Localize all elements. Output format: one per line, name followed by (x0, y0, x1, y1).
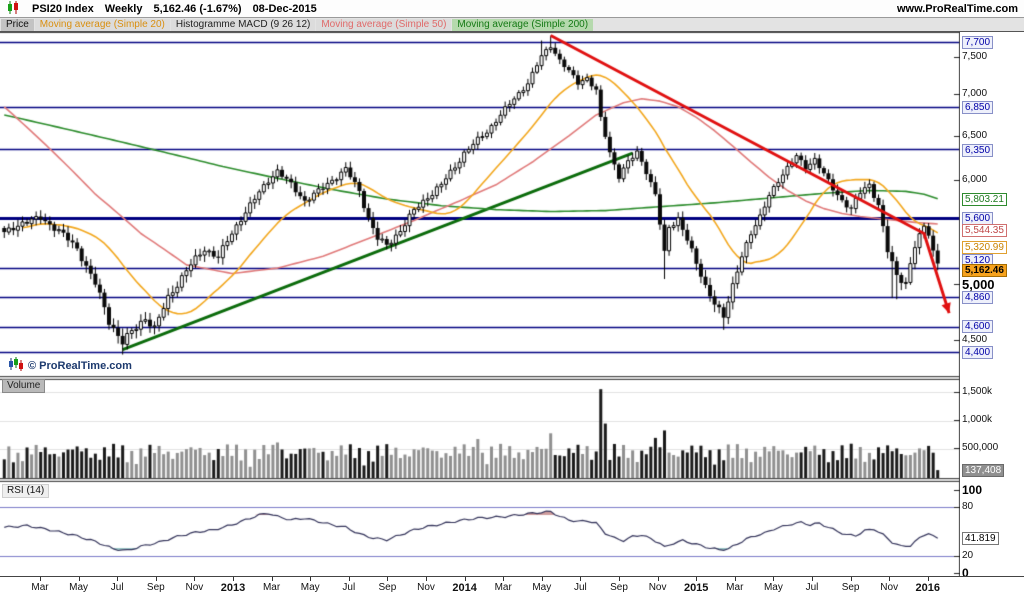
time-axis-tick (773, 577, 775, 581)
price-axis-label: 4,860 (962, 291, 994, 304)
time-axis-label: Sep (378, 582, 397, 593)
price-axis-label: 6,000 (962, 174, 988, 185)
rsi-axis-label: 80 (962, 501, 974, 512)
time-axis-label: Nov (185, 582, 204, 593)
time-axis-label: Jul (805, 582, 819, 593)
time-axis-tick (734, 577, 736, 581)
price-axis-label: 5,320.99 (962, 241, 1007, 254)
time-axis-label: Mar (262, 582, 281, 593)
rsi-axis-label: 20 (962, 550, 974, 561)
rsi-axis-label: 41.819 (962, 532, 999, 545)
time-axis-tick (194, 577, 196, 581)
rsi-axis-label: 0 (962, 566, 969, 580)
time-axis-label: 2013 (220, 582, 246, 594)
time-axis-tick (155, 577, 157, 581)
time-axis-tick (619, 577, 620, 581)
time-axis-tick (696, 577, 698, 581)
legend-item-4[interactable]: Moving average (Simple 200) (452, 18, 594, 31)
price-axis-label: 6,350 (962, 144, 994, 157)
time-axis-tick (78, 577, 80, 581)
price-axis-label: 5,000 (962, 277, 995, 292)
time-axis-label: Sep (841, 582, 860, 593)
time-axis-label: Nov (417, 582, 435, 593)
watermark-text: © ProRealTime.com (28, 359, 132, 372)
legend-item-2[interactable]: Histogramme MACD (9 26 12) (170, 18, 316, 31)
time-axis-label: Jul (342, 582, 356, 593)
price-axis-label: 6,500 (962, 130, 988, 141)
price-axis: 7,700 7,500 7,000 6,850 6,500 6,350 6,000 5,803… (960, 32, 1024, 580)
quote-date: 08-Dec-2015 (252, 2, 317, 15)
price-axis-label: 5,803.21 (962, 193, 1007, 206)
last-price: 5,162.46 (153, 2, 197, 15)
candlestick-logo-icon (6, 0, 21, 17)
time-axis-label: Sep (610, 582, 628, 593)
time-axis-label: Jul (573, 582, 587, 593)
price-axis-label: 7,700 (962, 36, 994, 49)
volume-axis-label: 137,408 (962, 464, 1005, 477)
time-axis-tick (889, 577, 891, 581)
time-axis-label: Sep (146, 582, 165, 593)
time-axis-tick (464, 577, 466, 581)
time-axis-tick (812, 577, 813, 581)
time-axis-tick (426, 577, 427, 581)
time-axis-label: May (532, 582, 552, 593)
time-axis-label: 2015 (683, 582, 709, 594)
time-axis-label: May (300, 582, 320, 593)
legend-item-3[interactable]: Moving average (Simple 50) (316, 18, 452, 31)
time-axis-tick (927, 577, 929, 581)
legend-item-0[interactable]: Price (1, 18, 34, 31)
timeframe: Weekly (104, 2, 143, 15)
time-axis-label: Mar (726, 582, 744, 593)
website-link[interactable]: www.ProRealTime.com (896, 2, 1018, 15)
volume-axis-label: 1,000k (962, 414, 993, 425)
time-axis-tick (503, 577, 505, 581)
time-axis-tick (541, 577, 543, 581)
price-axis-label: 7,000 (962, 88, 988, 99)
time-axis-label: Nov (648, 582, 667, 593)
price-change: (-1.67%) (199, 2, 242, 15)
time-axis-tick (850, 577, 852, 581)
instrument-name: PSI20 Index (32, 2, 94, 15)
time-axis-tick (657, 577, 659, 581)
indicator-legend: Price Moving average (Simple 20) Histogram… (0, 18, 1024, 32)
time-axis-label: May (763, 582, 783, 593)
time-axis-tick (117, 577, 119, 581)
legend-item-1[interactable]: Moving average (Simple 20) (34, 18, 170, 31)
price-axis-label: 6,850 (962, 101, 994, 114)
last-price-and-change: 5,162.46 (-1.67%) (153, 3, 241, 15)
price-axis-label: 4,500 (962, 334, 988, 345)
time-axis-tick (310, 577, 312, 581)
time-axis-label: Mar (494, 582, 512, 593)
price-axis-label: 4,600 (962, 320, 994, 333)
volume-panel-label[interactable]: Volume (2, 379, 46, 393)
time-axis-tick (580, 577, 582, 581)
time-axis-tick (233, 577, 234, 581)
time-axis-label: 2016 (915, 582, 941, 594)
watermark: © ProRealTime.com (8, 357, 132, 374)
instrument-info: PSI20 Index Weekly 5,162.46 (-1.67%) 08-… (6, 0, 317, 17)
time-axis-tick (348, 577, 350, 581)
time-axis-label: Jul (110, 582, 124, 593)
time-axis-label: Nov (880, 582, 899, 593)
volume-axis-label: 1,500k (962, 386, 993, 397)
time-axis-tick (40, 577, 41, 581)
chart-canvas[interactable] (0, 32, 960, 576)
price-axis-label: 4,400 (962, 346, 994, 359)
rsi-axis-label: 100 (962, 483, 983, 497)
time-axis-label: 2014 (452, 582, 477, 594)
time-axis: Mar May Jul Sep Nov 2013 Mar May Jul Sep Nov 2014 Ma… (0, 576, 1024, 600)
time-axis-tick (387, 577, 389, 581)
title-bar: PSI20 Index Weekly 5,162.46 (-1.67%) 08-… (0, 0, 1024, 18)
volume-axis-label: 500,000 (962, 442, 999, 453)
price-axis-label: 5,544.35 (962, 224, 1007, 237)
price-axis-label: 7,500 (962, 51, 988, 62)
rsi-panel-label[interactable]: RSI (14) (2, 484, 50, 498)
time-axis-tick (271, 577, 273, 581)
time-axis-label: May (69, 582, 89, 593)
price-axis-label: 5,162.46 (962, 264, 1007, 277)
prorealtime-watermark-icon (8, 357, 24, 374)
time-axis-label: Mar (31, 582, 49, 593)
